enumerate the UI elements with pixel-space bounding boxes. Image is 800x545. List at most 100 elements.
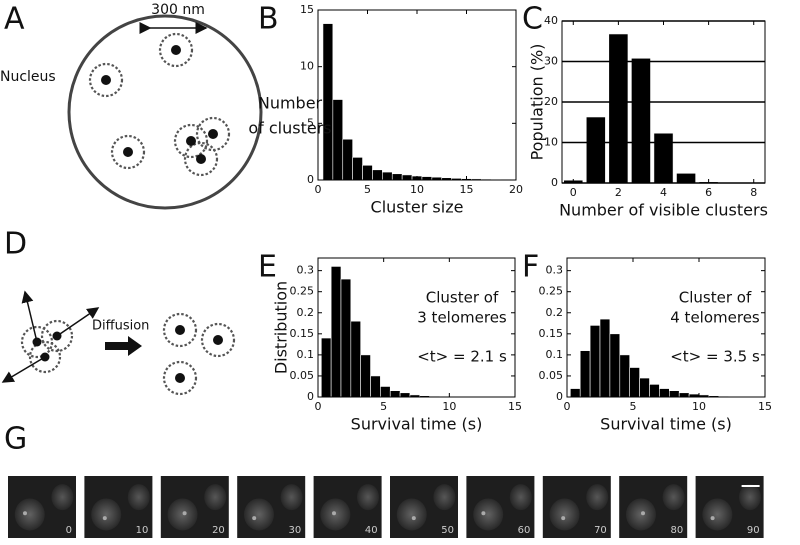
- micrograph-frame: 70: [542, 476, 611, 538]
- y-tick-label: 15: [300, 3, 314, 16]
- spot: [102, 516, 107, 521]
- x-axis-label: Survival time (s): [600, 415, 732, 434]
- bar: [370, 375, 381, 398]
- bar: [350, 320, 361, 398]
- plot-frame: [561, 20, 766, 184]
- y-axis-label: Distribution: [272, 281, 291, 374]
- y-tick-label: 0.2: [297, 306, 315, 319]
- y-tick-label: 0: [556, 390, 563, 403]
- bar: [653, 132, 674, 184]
- bar: [619, 354, 630, 398]
- bar: [340, 278, 352, 398]
- plot-frame: [317, 9, 517, 181]
- frame-time-label: 20: [212, 525, 225, 536]
- arrow-label: Diffusion: [92, 319, 149, 334]
- bar: [421, 176, 433, 181]
- micrograph-frame: 50: [390, 476, 458, 538]
- micrograph-frame: 30: [237, 476, 306, 538]
- bar: [372, 169, 383, 181]
- y-tick-label: 0.2: [546, 306, 564, 319]
- bar: [399, 392, 411, 398]
- cell: [625, 498, 656, 531]
- spot: [641, 511, 645, 516]
- region-label: Nucleus: [0, 69, 56, 85]
- bar: [382, 171, 393, 181]
- micrograph-frame: 20: [160, 476, 229, 538]
- bar: [659, 388, 670, 398]
- annotation: 4 telomeres: [670, 309, 760, 327]
- frame-time-label: 80: [670, 525, 683, 536]
- frame-time-label: 60: [518, 525, 531, 536]
- cell: [586, 484, 609, 511]
- spot: [252, 516, 257, 521]
- x-tick-label: 2: [615, 186, 622, 199]
- x-axis-label: Number of visible clusters: [559, 201, 768, 220]
- y-tick-label: 5: [307, 116, 314, 129]
- bar: [579, 350, 591, 398]
- y-tick-label: 0.3: [546, 264, 564, 277]
- cell: [243, 498, 274, 531]
- cell: [167, 498, 198, 531]
- y-axis-label: of clusters: [248, 119, 331, 138]
- y-tick-label: 0.05: [539, 369, 564, 382]
- x-tick-label: 5: [630, 400, 637, 413]
- x-tick-label: 5: [364, 183, 371, 196]
- x-tick-label: 5: [380, 400, 387, 413]
- micrograph-frame: 10: [84, 476, 153, 538]
- panel-label: A: [4, 2, 25, 37]
- x-tick-label: 6: [705, 186, 712, 199]
- bar: [589, 325, 601, 398]
- bar: [330, 266, 342, 398]
- frame-time-label: 0: [66, 525, 72, 536]
- spot: [710, 516, 715, 521]
- y-tick-label: 0.25: [290, 285, 315, 298]
- frame-time-label: 70: [594, 525, 607, 536]
- x-tick-label: 0: [564, 400, 571, 413]
- bar: [676, 172, 696, 184]
- y-tick-label: 0.1: [297, 348, 315, 361]
- diagram-a: [67, 14, 263, 210]
- micrograph-frame: 90: [695, 476, 764, 538]
- panel-label: E: [258, 250, 277, 285]
- y-tick-label: 0.3: [297, 264, 315, 277]
- x-tick-label: 0: [315, 400, 322, 413]
- x-axis-label: Cluster size: [371, 198, 464, 217]
- cell: [396, 498, 427, 531]
- panel-label: B: [258, 2, 279, 37]
- x-axis-label: Survival time (s): [351, 415, 483, 434]
- bar: [678, 392, 690, 398]
- y-tick-label: 0: [307, 173, 314, 186]
- cell: [739, 484, 761, 511]
- spot: [561, 516, 566, 521]
- cell: [662, 484, 685, 511]
- x-tick-label: 15: [460, 183, 474, 196]
- bar: [360, 354, 371, 398]
- bar: [608, 33, 629, 184]
- bar: [342, 138, 353, 181]
- y-tick-label: 0.15: [290, 327, 315, 340]
- bar: [668, 390, 680, 398]
- bar: [599, 318, 611, 398]
- bar: [380, 386, 391, 398]
- y-tick-label: 0: [551, 176, 558, 189]
- diagram-d: [1, 290, 236, 396]
- y-tick-label: 0.25: [539, 285, 564, 298]
- cell: [433, 484, 456, 511]
- x-tick-label: 4: [660, 186, 667, 199]
- y-tick-label: 0.05: [290, 369, 315, 382]
- micrograph-frame: 0: [8, 476, 76, 538]
- micrograph-frame: 80: [619, 476, 688, 538]
- bar: [389, 390, 401, 398]
- annotation: Cluster of: [679, 289, 752, 307]
- x-tick-label: 0: [570, 186, 577, 199]
- bar: [639, 377, 650, 398]
- cell: [127, 484, 150, 511]
- x-tick-label: 10: [442, 400, 456, 413]
- annotation: <t> = 2.1 s: [417, 348, 507, 366]
- frame-time-label: 10: [136, 525, 149, 536]
- bar: [391, 173, 403, 181]
- x-tick-label: 0: [315, 183, 322, 196]
- bar: [401, 174, 413, 181]
- annotation: Cluster of: [426, 289, 499, 307]
- y-axis-label: Number: [258, 94, 323, 113]
